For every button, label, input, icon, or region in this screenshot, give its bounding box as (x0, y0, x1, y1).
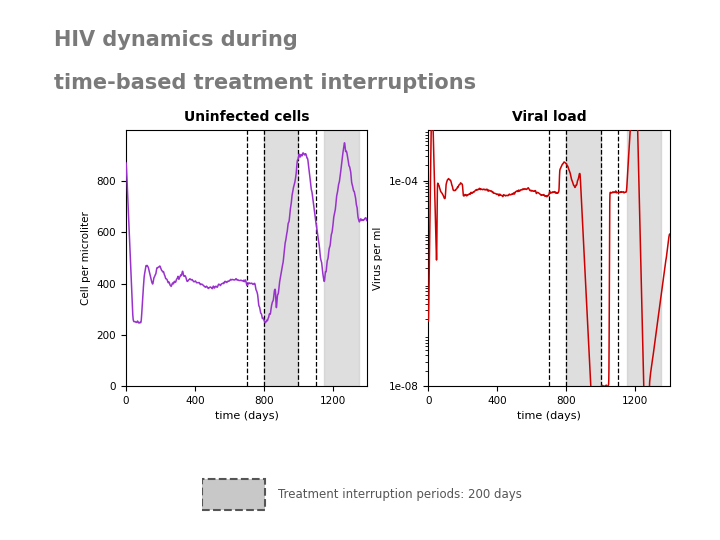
Bar (626, 130, 661, 386)
X-axis label: time (days): time (days) (517, 411, 581, 421)
Text: HIV dynamics during: HIV dynamics during (54, 30, 298, 50)
Bar (264, 130, 298, 386)
Title: Viral load: Viral load (512, 110, 586, 124)
Title: Uninfected cells: Uninfected cells (184, 110, 310, 124)
Bar (324, 130, 359, 386)
FancyBboxPatch shape (202, 478, 265, 510)
Text: Treatment interruption periods: 200 days: Treatment interruption periods: 200 days (278, 488, 521, 501)
Text: time-based treatment interruptions: time-based treatment interruptions (54, 73, 476, 93)
Y-axis label: Cell per microliter: Cell per microliter (81, 211, 91, 305)
X-axis label: time (days): time (days) (215, 411, 279, 421)
Y-axis label: Virus per ml: Virus per ml (373, 226, 383, 289)
Bar (566, 130, 600, 386)
